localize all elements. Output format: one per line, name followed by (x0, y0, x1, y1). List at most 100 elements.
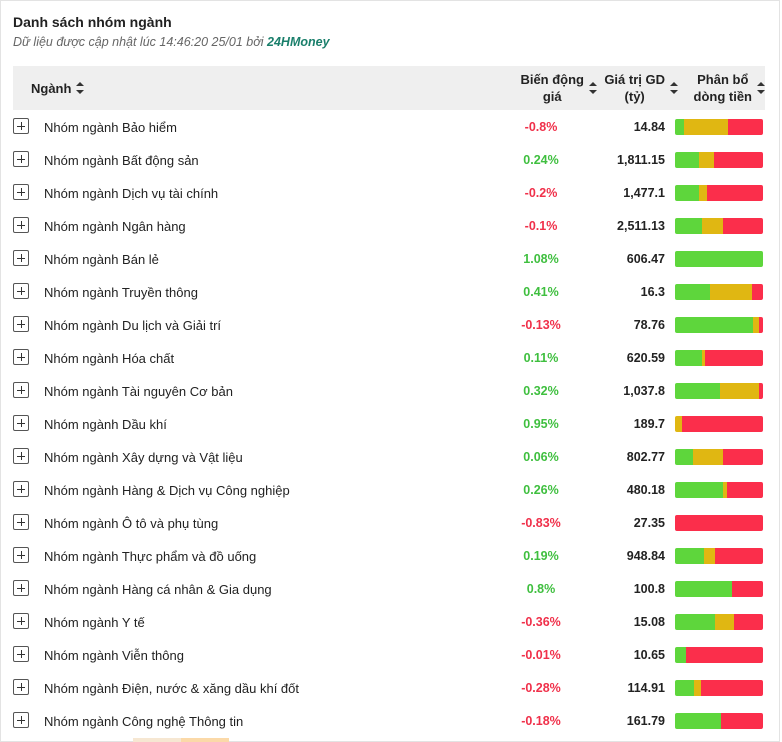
sector-name[interactable]: Nhóm ngành Hóa chất (44, 351, 175, 366)
flow-down-segment (723, 449, 763, 465)
table-row[interactable]: Nhóm ngành Bán lẻ 1.08% 606.47 (13, 243, 765, 276)
expand-icon[interactable] (13, 481, 29, 497)
table-row[interactable]: Nhóm ngành Hàng & Dịch vụ Công nghiệp 0.2… (13, 474, 765, 507)
expand-icon[interactable] (13, 547, 29, 563)
table-row[interactable]: Nhóm ngành Du lịch và Giải trí -0.13% 78.7… (13, 309, 765, 342)
flow-flat-segment (683, 119, 728, 135)
sector-name[interactable]: Nhóm ngành Dịch vụ tài chính (44, 186, 219, 201)
sector-name[interactable]: Nhóm ngành Dầu khí (44, 417, 167, 432)
column-flow[interactable]: Phân bổ dòng tiền (677, 66, 765, 110)
sector-name[interactable]: Nhóm ngành Ngân hàng (44, 219, 186, 234)
flow-down-segment (758, 383, 763, 399)
money-flow-bar (675, 383, 763, 399)
flow-up-segment (675, 185, 699, 201)
table-row[interactable]: Nhóm ngành Hóa chất 0.11% 620.59 (13, 342, 765, 375)
table-row[interactable]: Nhóm ngành Thực phẩm và đồ uống 0.19% 948.… (13, 540, 765, 573)
price-change: 0.95% (523, 417, 559, 431)
sort-icon[interactable] (670, 82, 678, 94)
table-row[interactable]: Nhóm ngành Công nghệ Thông tin -0.18% 161.… (13, 705, 765, 738)
money-flow-bar (675, 185, 763, 201)
expand-icon[interactable] (13, 283, 29, 299)
table-row[interactable]: Nhóm ngành Truyền thông 0.41% 16.3 (13, 276, 765, 309)
money-flow-bar (675, 218, 763, 234)
sector-name[interactable]: Nhóm ngành Tài nguyên Cơ bản (44, 384, 233, 399)
trade-value: 480.18 (626, 483, 665, 497)
expand-icon[interactable] (13, 349, 29, 365)
expand-icon[interactable] (13, 118, 29, 134)
table-row[interactable]: Nhóm ngành Dầu khí 0.95% 189.7 (13, 408, 765, 441)
table-header: Ngành Biến động giá Giá trị GD (tỷ) Phân b… (13, 66, 765, 110)
sector-name[interactable]: Nhóm ngành Truyền thông (44, 285, 198, 300)
expand-icon[interactable] (13, 217, 29, 233)
sector-name[interactable]: Nhóm ngành Hàng cá nhân & Gia dụng (44, 582, 272, 597)
flow-up-segment (675, 548, 705, 564)
column-sector[interactable]: Ngành (31, 66, 121, 110)
table-row[interactable]: Nhóm ngành Tài nguyên Cơ bản 0.32% 1,037.8 (13, 375, 765, 408)
table-row[interactable]: Nhóm ngành Hàng cá nhân & Gia dụng 0.8% 10… (13, 573, 765, 606)
price-change: -0.83% (521, 516, 561, 530)
sector-name[interactable]: Nhóm ngành Xây dựng và Vật liệu (44, 450, 243, 465)
expand-icon[interactable] (13, 448, 29, 464)
money-flow-bar (675, 251, 763, 267)
expand-icon[interactable] (13, 514, 29, 530)
sector-name[interactable]: Nhóm ngành Du lịch và Giải trí (44, 318, 222, 333)
table-row[interactable]: Nhóm ngành Y tế -0.36% 15.08 (13, 606, 765, 639)
flow-flat-segment (710, 284, 753, 300)
money-flow-bar (675, 449, 763, 465)
table-row[interactable]: Nhóm ngành Dịch vụ tài chính -0.2% 1,477.1 (13, 177, 765, 210)
sector-name[interactable]: Nhóm ngành Y tế (44, 615, 145, 630)
sort-icon[interactable] (757, 82, 765, 94)
expand-icon[interactable] (13, 712, 29, 728)
table-row[interactable]: Nhóm ngành Ngân hàng -0.1% 2,511.13 (13, 210, 765, 243)
scroll-hint (133, 738, 181, 742)
sector-name[interactable]: Nhóm ngành Bán lẻ (44, 252, 159, 267)
column-value-label: Giá trị GD (tỷ) (604, 72, 665, 104)
trade-value: 16.3 (640, 285, 665, 299)
table-row[interactable]: Nhóm ngành Viễn thông -0.01% 10.65 (13, 639, 765, 672)
table-row[interactable]: Nhóm ngành Bảo hiểm -0.8% 14.84 (13, 111, 765, 144)
sort-icon[interactable] (589, 82, 597, 94)
money-flow-bar (675, 548, 763, 564)
sector-name[interactable]: Nhóm ngành Viễn thông (44, 648, 184, 663)
expand-icon[interactable] (13, 151, 29, 167)
sector-name[interactable]: Nhóm ngành Bất động sản (44, 153, 199, 168)
table-row[interactable]: Nhóm ngành Xây dựng và Vật liệu 0.06% 802.… (13, 441, 765, 474)
brand-link[interactable]: 24HMoney (267, 35, 330, 49)
sector-name[interactable]: Nhóm ngành Hàng & Dịch vụ Công nghiệp (44, 483, 290, 498)
sort-icon[interactable] (76, 82, 85, 94)
flow-up-segment (675, 284, 711, 300)
price-change: -0.1% (524, 219, 558, 233)
expand-icon[interactable] (13, 184, 29, 200)
table-row[interactable]: Nhóm ngành Điện, nước & xăng dầu khí đốt… (13, 672, 765, 705)
update-text: Dữ liệu được cập nhật lúc 14:46:20 25/01… (13, 35, 268, 49)
sector-name[interactable]: Nhóm ngành Thực phẩm và đồ uống (44, 549, 257, 564)
price-change: -0.28% (521, 681, 561, 695)
flow-down-segment (720, 713, 763, 729)
money-flow-bar (675, 416, 763, 432)
money-flow-bar (675, 119, 763, 135)
trade-value: 1,811.15 (617, 153, 665, 167)
price-change: 0.41% (523, 285, 559, 299)
money-flow-bar (675, 317, 763, 333)
money-flow-bar (675, 284, 763, 300)
expand-icon[interactable] (13, 382, 29, 398)
expand-icon[interactable] (13, 613, 29, 629)
expand-icon[interactable] (13, 679, 29, 695)
table-row[interactable]: Nhóm ngành Bất động sản 0.24% 1,811.15 (13, 144, 765, 177)
sector-name[interactable]: Nhóm ngành Bảo hiểm (44, 120, 177, 135)
sector-name[interactable]: Nhóm ngành Điện, nước & xăng dầu khí đốt (44, 681, 299, 696)
expand-icon[interactable] (13, 580, 29, 596)
expand-icon[interactable] (13, 316, 29, 332)
expand-icon[interactable] (13, 415, 29, 431)
flow-up-segment (675, 383, 720, 399)
column-value[interactable]: Giá trị GD (tỷ) (587, 66, 678, 110)
flow-up-segment (675, 482, 724, 498)
sector-name[interactable]: Nhóm ngành Ô tô và phụ tùng (44, 516, 219, 531)
table-row[interactable]: Nhóm ngành Ô tô và phụ tùng -0.83% 27.35 (13, 507, 765, 540)
sector-name[interactable]: Nhóm ngành Công nghệ Thông tin (44, 714, 244, 729)
price-change: 0.19% (523, 549, 559, 563)
price-change: 0.24% (523, 153, 559, 167)
expand-icon[interactable] (13, 646, 29, 662)
column-change[interactable]: Biến động giá (497, 66, 597, 110)
expand-icon[interactable] (13, 250, 29, 266)
